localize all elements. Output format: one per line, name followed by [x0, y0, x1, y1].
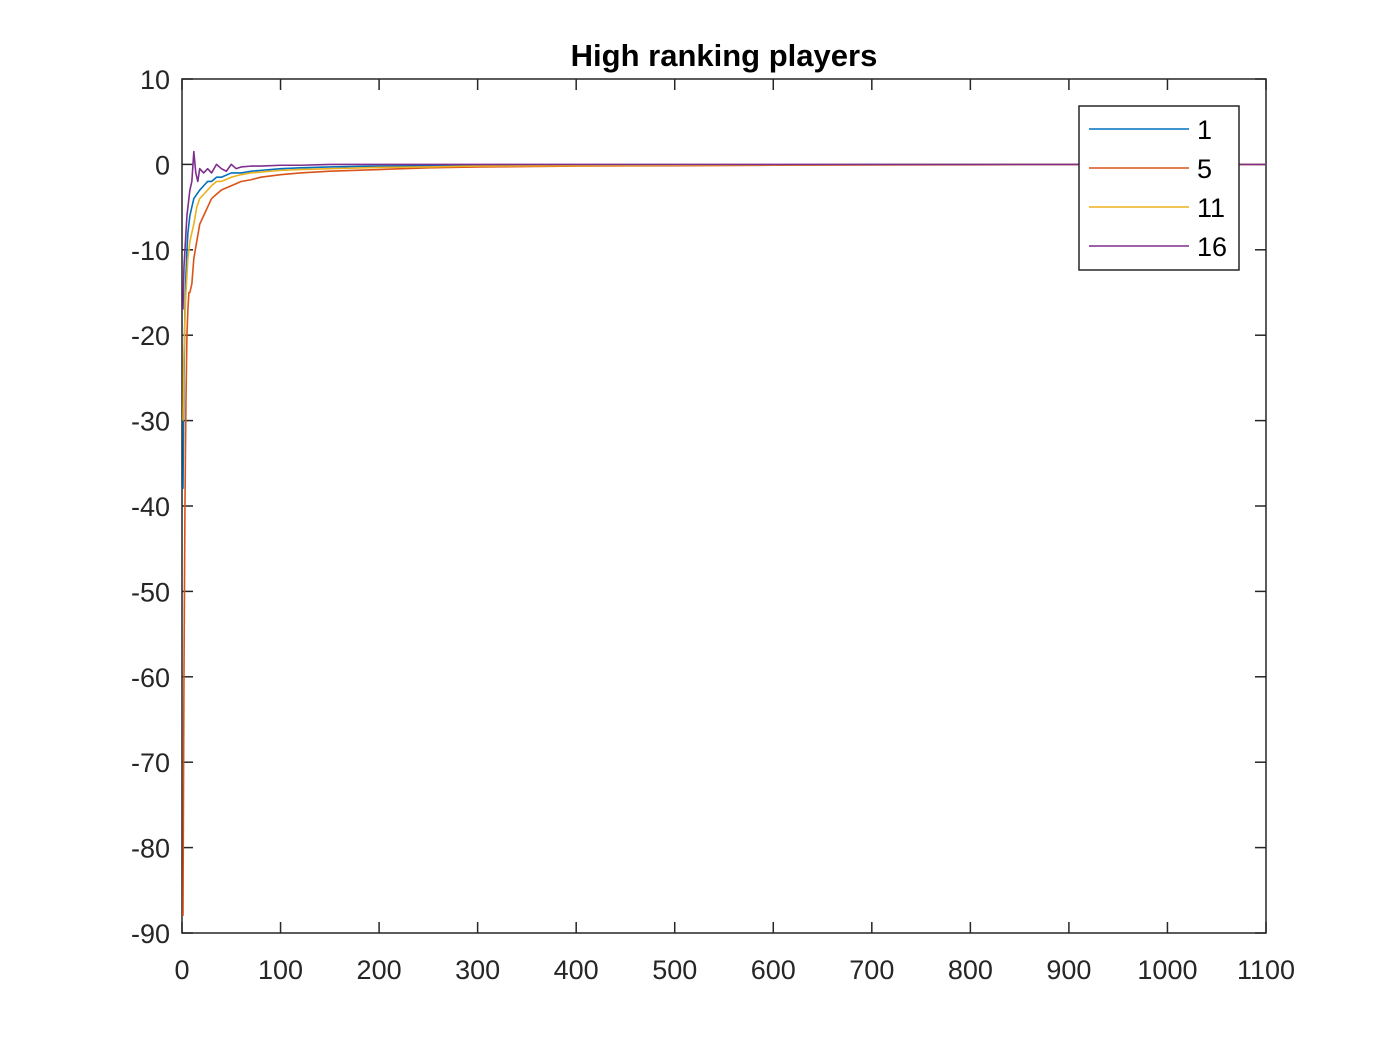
x-tick-label: 1000 — [1137, 955, 1197, 985]
legend-label: 16 — [1197, 232, 1227, 262]
x-tick-label: 100 — [258, 955, 303, 985]
y-tick-label: -40 — [131, 492, 170, 522]
x-tick-label: 700 — [849, 955, 894, 985]
x-tick-label: 0 — [174, 955, 189, 985]
x-tick-label: 400 — [554, 955, 599, 985]
x-tick-label: 500 — [652, 955, 697, 985]
y-tick-label: -90 — [131, 919, 170, 949]
x-axis: 0 100 200 300 400 500 600 700 800 900 1000 1100 — [174, 79, 1295, 985]
series-layer — [182, 150, 1266, 916]
y-tick-label: -10 — [131, 236, 170, 266]
x-tick-label: 200 — [357, 955, 402, 985]
chart-title: High ranking players — [571, 38, 878, 73]
legend-box — [1078, 105, 1240, 271]
y-tick-label: 0 — [155, 150, 170, 180]
y-tick-label: -20 — [131, 321, 170, 351]
y-axis: 10 0 -10 -20 -30 -40 -50 -60 -70 -80 -90 — [131, 65, 1266, 949]
legend-label: 11 — [1197, 193, 1225, 223]
y-tick-label: -30 — [131, 407, 170, 437]
y-tick-label: -60 — [131, 663, 170, 693]
x-tick-label: 600 — [751, 955, 796, 985]
legend-label: 1 — [1197, 115, 1212, 145]
series-line-11 — [182, 163, 1266, 421]
y-tick-label: 10 — [140, 65, 170, 95]
y-tick-label: -80 — [131, 834, 170, 864]
x-tick-label: 800 — [948, 955, 993, 985]
legend: 1 5 11 16 — [1078, 105, 1240, 271]
x-tick-label: 1100 — [1237, 955, 1295, 985]
y-tick-label: -70 — [131, 748, 170, 778]
x-tick-label: 300 — [455, 955, 500, 985]
y-tick-label: -50 — [131, 577, 170, 607]
x-tick-label: 900 — [1046, 955, 1091, 985]
series-line-16 — [182, 150, 1266, 310]
legend-label: 5 — [1197, 154, 1212, 184]
